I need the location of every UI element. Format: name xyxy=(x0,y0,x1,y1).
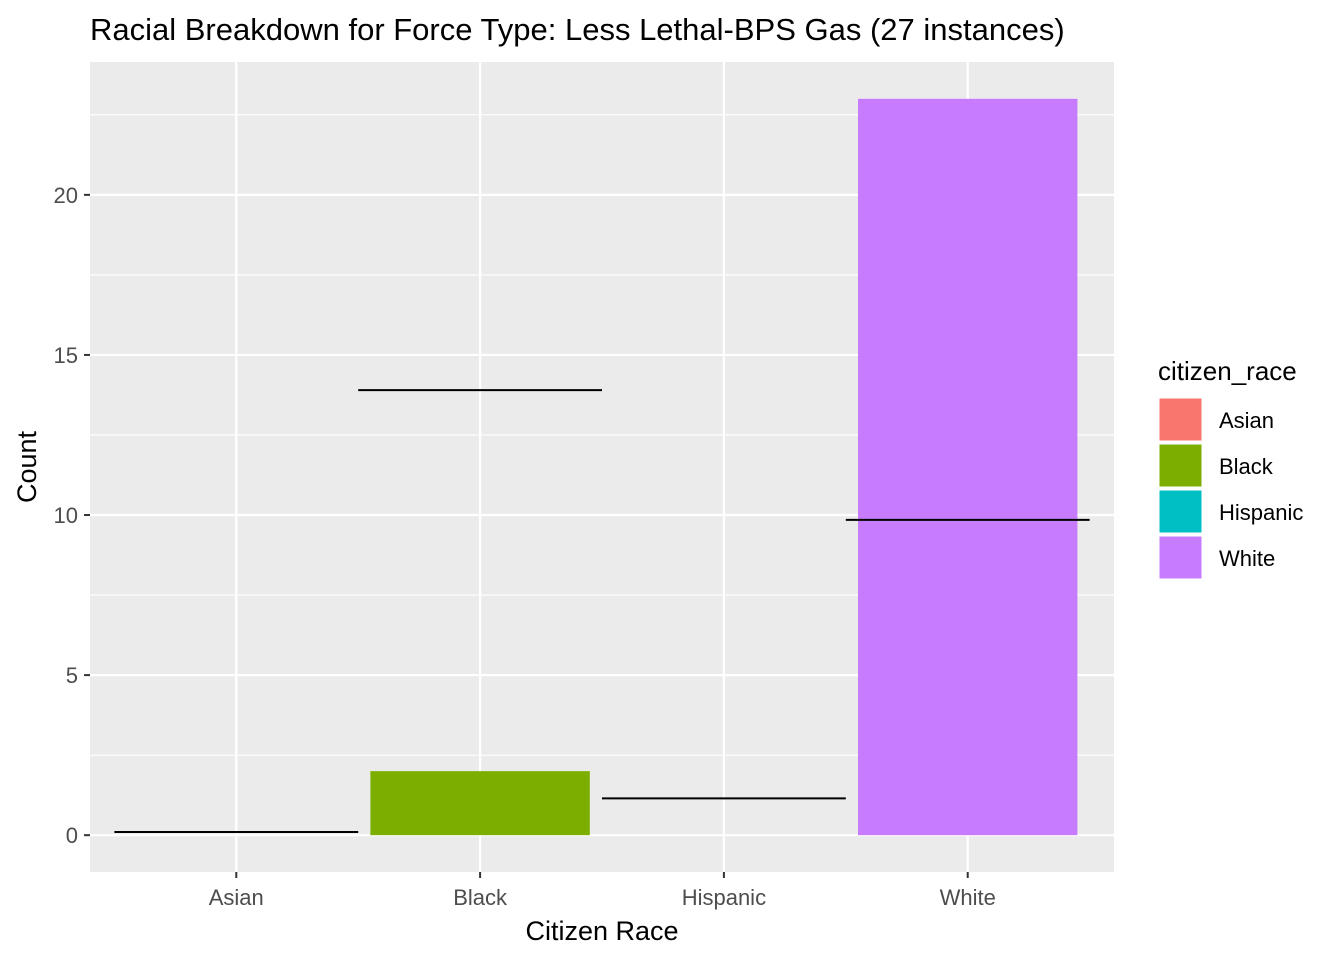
bars xyxy=(370,98,1078,836)
y-tick-label: 0 xyxy=(66,823,78,848)
x-tick-label: Hispanic xyxy=(682,885,766,910)
legend-key-white xyxy=(1158,535,1203,580)
chart-title: Racial Breakdown for Force Type: Less Le… xyxy=(90,12,1065,47)
bar-black xyxy=(370,771,590,836)
legend-label: Asian xyxy=(1219,408,1274,433)
x-tick-label: Asian xyxy=(209,885,264,910)
y-axis: 0 5 10 15 20 xyxy=(54,183,90,848)
legend-key-black xyxy=(1158,443,1203,488)
x-axis-label: Citizen Race xyxy=(525,916,678,946)
x-tick-label: Black xyxy=(453,885,508,910)
bar-white xyxy=(858,98,1078,836)
x-tick-label: White xyxy=(940,885,996,910)
reference-lines xyxy=(114,389,1090,833)
y-tick-label: 5 xyxy=(66,663,78,688)
y-tick-label: 10 xyxy=(54,503,78,528)
legend-label: Black xyxy=(1219,454,1274,479)
y-tick-label: 15 xyxy=(54,343,78,368)
legend-key-asian xyxy=(1158,397,1203,442)
legend: citizen_race Asian Black Hispanic White xyxy=(1158,356,1303,580)
y-tick-label: 20 xyxy=(54,183,78,208)
x-axis: Asian Black Hispanic White xyxy=(209,872,996,910)
legend-key-hispanic xyxy=(1158,489,1203,534)
y-axis-label: Count xyxy=(12,430,42,503)
legend-title: citizen_race xyxy=(1158,356,1297,386)
legend-label: White xyxy=(1219,546,1275,571)
legend-items: Asian Black Hispanic White xyxy=(1158,397,1303,580)
legend-label: Hispanic xyxy=(1219,500,1303,525)
